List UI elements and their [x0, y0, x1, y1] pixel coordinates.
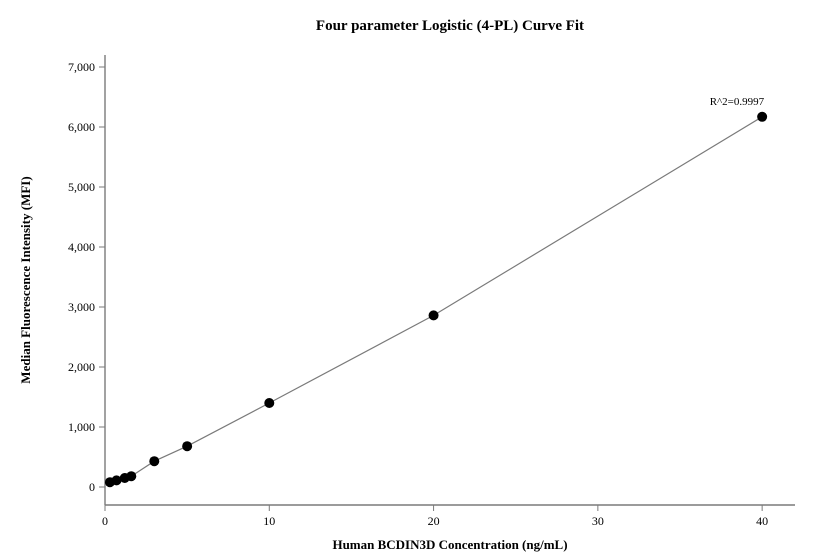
- data-point: [182, 441, 192, 451]
- data-point: [126, 471, 136, 481]
- y-tick-label: 7,000: [68, 60, 95, 74]
- data-point: [149, 456, 159, 466]
- x-tick-label: 20: [428, 514, 440, 528]
- y-tick-label: 3,000: [68, 300, 95, 314]
- data-point: [264, 398, 274, 408]
- data-point: [757, 112, 767, 122]
- x-tick-label: 10: [263, 514, 275, 528]
- y-tick-label: 0: [89, 480, 95, 494]
- y-tick-label: 2,000: [68, 360, 95, 374]
- y-tick-label: 6,000: [68, 120, 95, 134]
- chart-svg: Four parameter Logistic (4-PL) Curve Fit…: [0, 0, 832, 560]
- chart-title: Four parameter Logistic (4-PL) Curve Fit: [316, 18, 584, 34]
- y-tick-label: 4,000: [68, 240, 95, 254]
- x-tick-label: 30: [592, 514, 604, 528]
- r-squared-annotation: R^2=0.9997: [710, 96, 765, 108]
- x-tick-label: 40: [756, 514, 768, 528]
- fit-line: [110, 117, 762, 482]
- x-axis-label: Human BCDIN3D Concentration (ng/mL): [332, 537, 567, 552]
- y-axis-label: Median Fluorescence Intensity (MFI): [18, 176, 33, 383]
- x-tick-label: 0: [102, 514, 108, 528]
- data-point: [429, 310, 439, 320]
- y-tick-label: 1,000: [68, 420, 95, 434]
- chart-container: Four parameter Logistic (4-PL) Curve Fit…: [0, 0, 832, 560]
- y-tick-label: 5,000: [68, 180, 95, 194]
